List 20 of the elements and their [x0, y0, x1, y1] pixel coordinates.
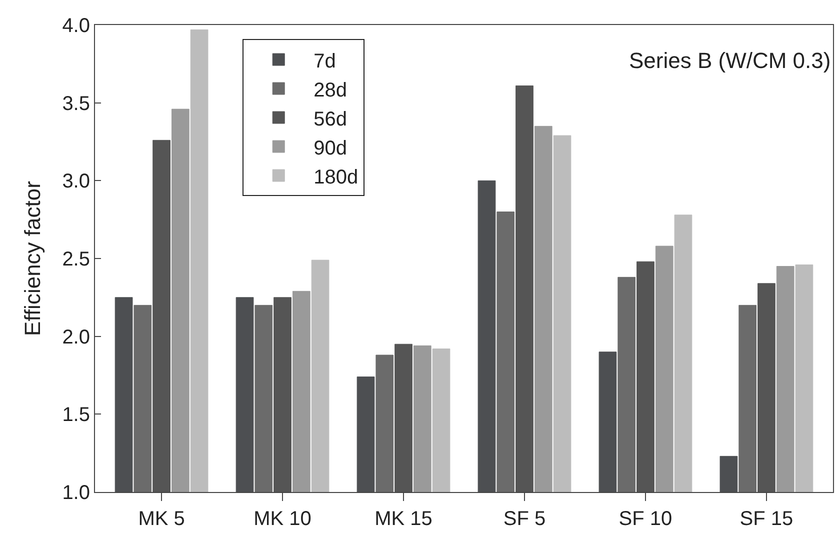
legend-label: 28d — [314, 79, 347, 102]
y-tick-label: 3.0 — [62, 170, 90, 193]
legend-label: 180d — [314, 166, 358, 188]
x-tick-label: MK 5 — [138, 508, 185, 530]
x-tick-label: SF 15 — [740, 508, 794, 530]
x-tick-label: SF 10 — [618, 508, 672, 530]
y-tick-label: 1.0 — [62, 482, 90, 504]
y-tick-label: 3.5 — [62, 92, 90, 115]
y-tick-label: 2.0 — [62, 326, 90, 348]
x-tick-label: SF 5 — [503, 508, 546, 530]
legend-label: 90d — [314, 137, 347, 160]
x-tick-label: MK 10 — [254, 508, 312, 530]
legend-label: 7d — [314, 50, 336, 72]
y-tick-label: 1.5 — [62, 404, 90, 426]
text: Series B (W/CM 0.3) — [629, 48, 831, 73]
y-axis-title: Efficiency factor — [20, 181, 45, 336]
legend-label: 56d — [314, 108, 347, 130]
y-tick-label: 4.0 — [62, 15, 90, 37]
y-tick-label: 2.5 — [62, 248, 90, 270]
x-tick-label: MK 15 — [374, 508, 432, 530]
